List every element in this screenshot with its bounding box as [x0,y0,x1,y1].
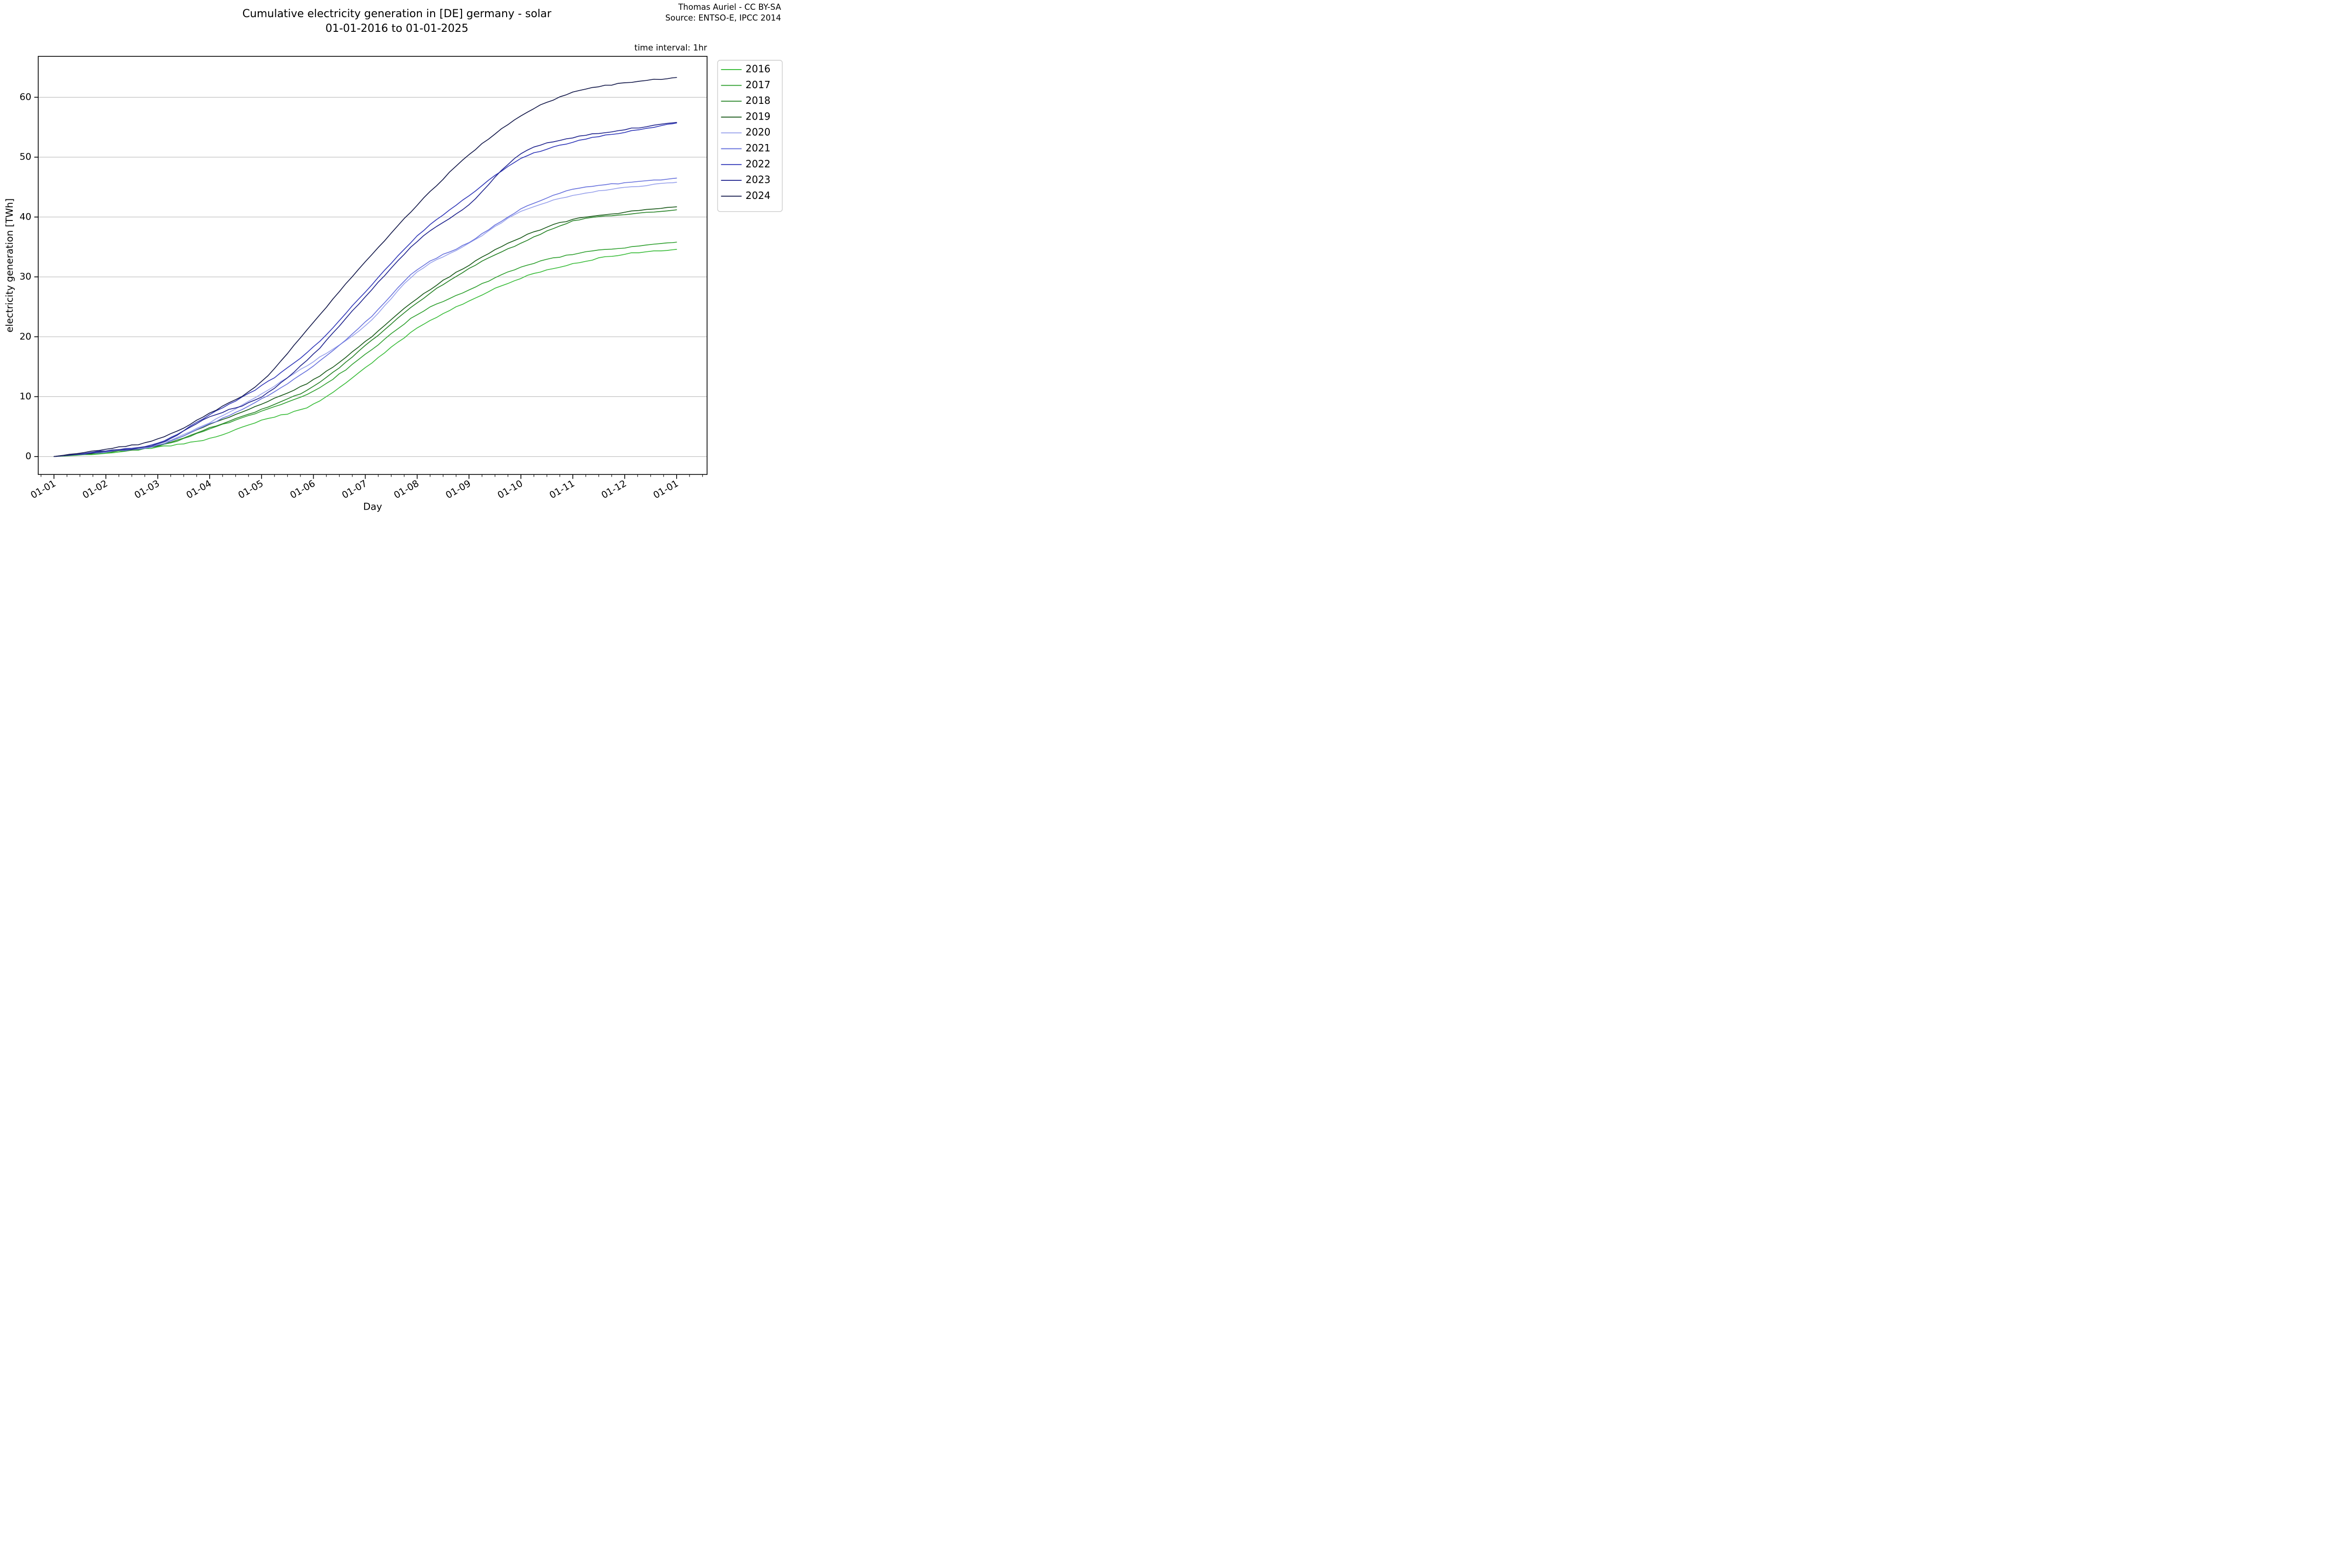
x-tick-label: 01-07 [340,478,369,501]
y-tick-label: 60 [20,92,31,102]
series-line-2016 [53,249,677,457]
legend-label: 2019 [746,110,771,122]
y-tick-label: 0 [25,451,31,462]
credit-author: Thomas Auriel - CC BY-SA [678,2,781,12]
page-title-line2: 01-01-2016 to 01-01-2025 [325,23,468,35]
figure: Thomas Auriel - CC BY-SA Source: ENTSO-E… [0,0,784,523]
x-tick-label: 01-02 [81,478,110,501]
chart-svg: 0 10 20 30 40 50 60 electricity generation [TWh… [4,56,783,512]
x-tick-label: 01-04 [184,478,213,501]
legend-label: 2022 [746,158,771,170]
x-axis: 01-01 01-02 01-03 01-04 01-05 01-06 01-07 01-08… [29,474,703,512]
legend-entry-2018: 2018 [721,95,771,106]
legend-entry-2023: 2023 [721,174,771,186]
credit-source: Source: ENTSO-E, IPCC 2014 [665,13,781,23]
legend-label: 2017 [746,79,771,91]
time-interval-note: time interval: 1hr [634,43,707,53]
x-tick-label: 01-03 [133,478,162,501]
y-tick-label: 30 [20,271,31,282]
y-axis-label: electricity generation [TWh] [4,198,15,333]
series-line-2022 [53,122,677,457]
legend-label: 2023 [746,174,771,186]
legend-entry-2022: 2022 [721,158,771,170]
credit: Thomas Auriel - CC BY-SA Source: ENTSO-E… [665,2,781,24]
x-tick-label: 01-09 [444,478,473,501]
x-tick-label: 01-01 [651,478,680,501]
x-tick-label: 01-10 [496,478,525,501]
series-lines [53,77,677,457]
legend: 2016 2017 2018 2019 2020 2021 2022 2023 2024 [717,60,783,212]
y-tick-label: 10 [20,391,31,402]
legend-box [717,60,783,212]
legend-entry-2019: 2019 [721,110,771,122]
legend-label: 2016 [746,63,771,75]
y-tick-label: 50 [20,151,31,162]
legend-label: 2020 [746,126,771,138]
legend-label: 2024 [746,190,771,201]
x-tick-label: 01-01 [29,478,58,501]
gridlines [38,97,707,457]
y-tick-label: 40 [20,211,31,222]
series-line-2019 [53,206,677,457]
y-tick-label: 20 [20,331,31,342]
x-tick-label: 01-08 [392,478,421,501]
chart-canvas: 0 10 20 30 40 50 60 electricity generation [TWh… [0,0,784,523]
legend-entry-2017: 2017 [721,79,771,91]
series-line-2018 [53,209,677,457]
series-line-2021 [53,177,677,457]
legend-entry-2024: 2024 [721,190,771,201]
series-line-2017 [53,242,677,457]
page-title-line1: Cumulative electricity generation in [DE… [242,8,552,20]
x-axis-label: Day [363,501,382,512]
legend-entry-2020: 2020 [721,126,771,138]
legend-entry-2016: 2016 [721,63,771,75]
legend-entry-2021: 2021 [721,142,771,154]
x-tick-label: 01-12 [600,478,629,501]
series-line-2024 [53,77,677,457]
plot-border [38,56,708,475]
legend-label: 2021 [746,142,771,154]
x-tick-label: 01-05 [236,478,265,501]
page-title: Cumulative electricity generation in [DE… [44,7,750,36]
legend-label: 2018 [746,95,771,106]
series-line-2020 [53,182,677,457]
x-tick-label: 01-06 [288,478,317,501]
y-axis: 0 10 20 30 40 50 60 electricity generation [TWh… [4,92,38,462]
series-line-2023 [53,122,677,457]
x-tick-label: 01-11 [548,478,577,501]
